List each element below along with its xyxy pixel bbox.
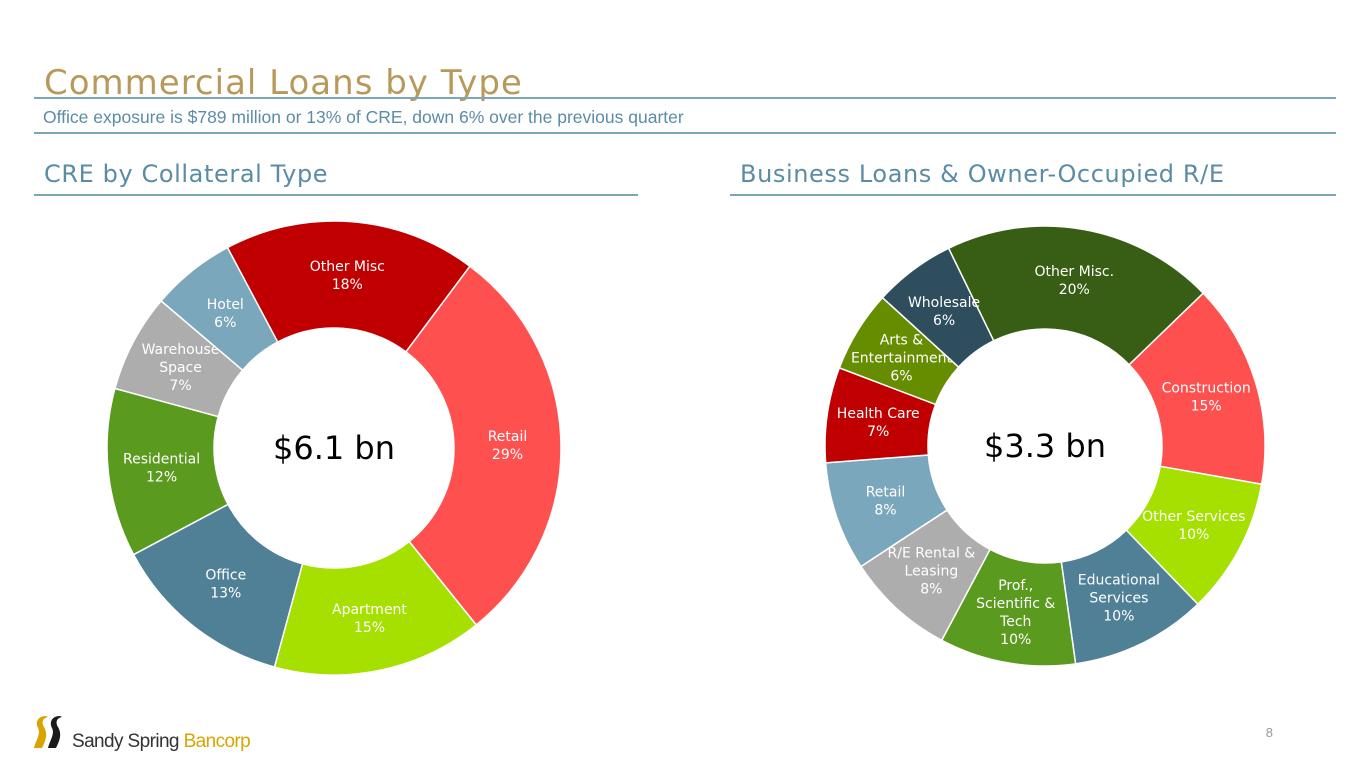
chart-business-slice-label-2: Other Services 10% [1142, 509, 1245, 543]
chart-business-slice-label-9: Wholesale 6% [908, 295, 980, 329]
chart-business-center-total: $3.3 bn [984, 427, 1106, 465]
title-divider [34, 97, 1336, 99]
chart-cre-slice-1 [404, 265, 562, 626]
chart-cre-slice-0 [226, 220, 472, 353]
chart-business-slice-0 [947, 225, 1205, 366]
chart-business-slice-9 [881, 247, 995, 369]
chart-cre-slice-6 [160, 246, 279, 372]
chart-business-slice-label-6: Retail 8% [866, 484, 906, 518]
chart-cre-slice-label-1: Retail 29% [488, 429, 528, 463]
subtitle: Office exposure is $789 million or 13% o… [43, 107, 684, 127]
section-divider-cre [34, 194, 638, 196]
section-title-business: Business Loans & Owner-Occupied R/E [740, 160, 1225, 188]
chart-cre-slice-label-6: Hotel 6% [207, 297, 244, 331]
page-number: 8 [1265, 725, 1273, 740]
brand-logo: Sandy Spring Bancorp [32, 714, 292, 754]
chart-cre-slice-label-4: Residential 12% [123, 451, 200, 485]
brand-name-part2: Bancorp [183, 731, 251, 752]
brand-name-part1: Sandy Spring [72, 731, 184, 752]
chart-cre-slice-label-0: Other Misc 18% [310, 259, 385, 293]
section-divider-business [730, 194, 1336, 196]
chart-business-slice-label-3: Educational Services 10% [1078, 572, 1160, 624]
chart-cre-slice-label-5: Warehouse Space 7% [142, 342, 220, 394]
chart-cre-center-total: $6.1 bn [273, 429, 395, 467]
chart-business-slice-label-7: Health Care 7% [837, 406, 920, 440]
chart-business-slice-label-5: R/E Rental & Leasing 8% [888, 545, 976, 597]
page-title: Commercial Loans by Type [44, 62, 523, 103]
subtitle-divider [34, 132, 1336, 134]
chart-cre-slice-label-3: Office 13% [205, 568, 246, 602]
chart-business-slice-label-8: Arts & Entertainment 6% [851, 333, 953, 385]
section-title-cre: CRE by Collateral Type [44, 160, 329, 188]
chart-business-slice-label-4: Prof., Scientific & Tech 10% [976, 578, 1055, 648]
sandy-spring-logo-icon [34, 716, 62, 748]
chart-business-slice-label-1: Construction 15% [1162, 381, 1251, 415]
chart-cre-slice-2 [273, 540, 478, 676]
brand-name: Sandy Spring Bancorp [72, 731, 251, 753]
chart-cre-slice-label-2: Apartment 15% [332, 602, 407, 636]
chart-business-slice-label-0: Other Misc. 20% [1034, 264, 1114, 298]
